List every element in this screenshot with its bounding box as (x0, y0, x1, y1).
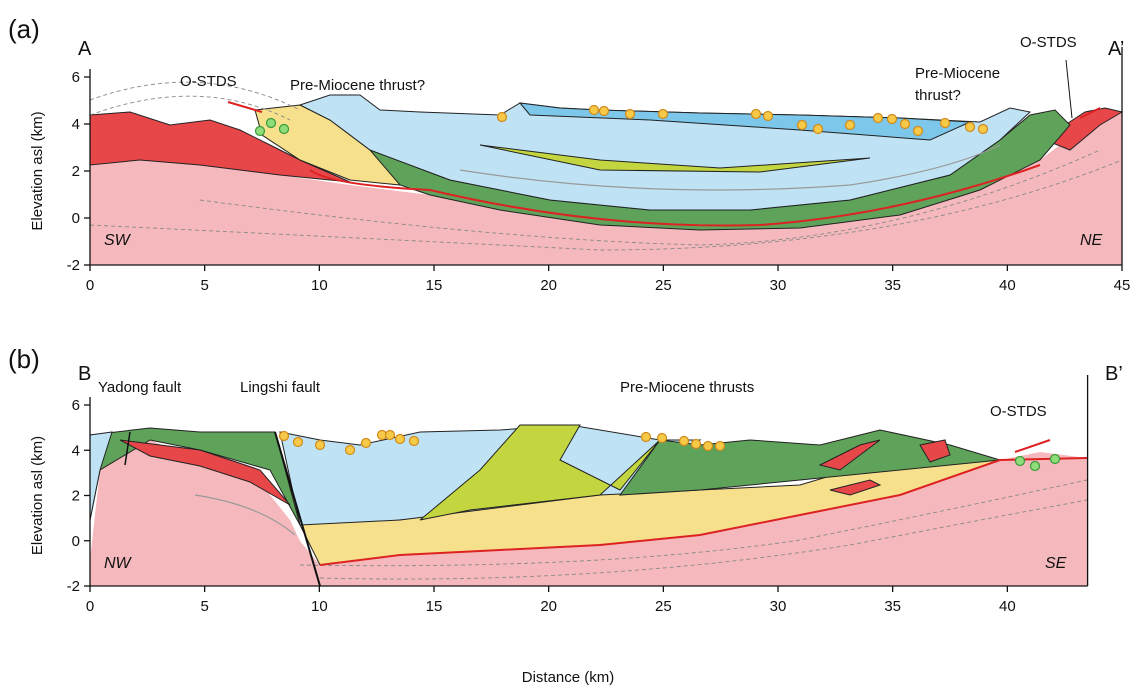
section-end: B (78, 363, 91, 385)
x-tick-label: 10 (311, 598, 328, 615)
direction: SW (104, 232, 132, 249)
section-end: A (78, 38, 92, 60)
x-tick-label: 40 (999, 598, 1016, 615)
direction: NE (1080, 232, 1103, 249)
annotation: Pre-Miocene (915, 65, 1000, 82)
y-tick-label: 0 (72, 210, 80, 227)
annotation: Yadong fault (98, 379, 182, 396)
annotation: O-STDS (990, 403, 1047, 420)
x-tick-label: 25 (655, 598, 672, 615)
panel-label: (b) (8, 344, 40, 374)
x-tick-label: 5 (200, 598, 208, 615)
y-tick-label: 4 (72, 116, 80, 133)
section-end: B’ (1105, 363, 1123, 385)
x-tick-label: 25 (655, 277, 672, 294)
direction: SE (1045, 555, 1067, 572)
y-tick-label: 4 (72, 442, 80, 459)
y-tick-label: 6 (72, 69, 80, 86)
x-tick-label: 20 (540, 277, 557, 294)
x-tick-label: 45 (1114, 277, 1131, 294)
annotation: Lingshi fault (240, 379, 321, 396)
y-tick-label: 6 (72, 397, 80, 414)
annotation: O-STDS (1020, 34, 1077, 51)
y-axis-label: Elevation asl (km) (29, 436, 46, 555)
y-tick-label: -2 (67, 257, 80, 274)
x-tick-label: 0 (86, 277, 94, 294)
x-tick-label: 20 (540, 598, 557, 615)
y-axis-label: Elevation asl (km) (29, 111, 46, 230)
direction: NW (104, 555, 133, 572)
annotation: thrust? (915, 87, 961, 104)
annotation: Pre-Miocene thrust? (290, 77, 425, 94)
y-tick-label: 2 (72, 488, 80, 505)
section-a (90, 60, 1122, 265)
x-tick-label: 15 (426, 598, 443, 615)
y-tick-label: -2 (67, 578, 80, 595)
x-tick-label: 35 (884, 277, 901, 294)
x-tick-label: 35 (884, 598, 901, 615)
x-tick-label: 5 (200, 277, 208, 294)
annotation: O-STDS (180, 73, 237, 90)
panel-label: (a) (8, 14, 40, 44)
x-tick-label: 30 (770, 598, 787, 615)
x-tick-label: 0 (86, 598, 94, 615)
x-tick-label: 30 (770, 277, 787, 294)
y-tick-label: 2 (72, 163, 80, 180)
x-tick-label: 40 (999, 277, 1016, 294)
annotation: Pre-Miocene thrusts (620, 379, 754, 396)
figure: (a) A A’ O-STDS Pre-Miocene thrust? O-ST… (0, 0, 1136, 689)
y-tick-label: 0 (72, 533, 80, 550)
x-tick-label: 10 (311, 277, 328, 294)
x-axis-label: Distance (km) (522, 669, 615, 686)
section-b (90, 425, 1087, 586)
x-tick-label: 15 (426, 277, 443, 294)
